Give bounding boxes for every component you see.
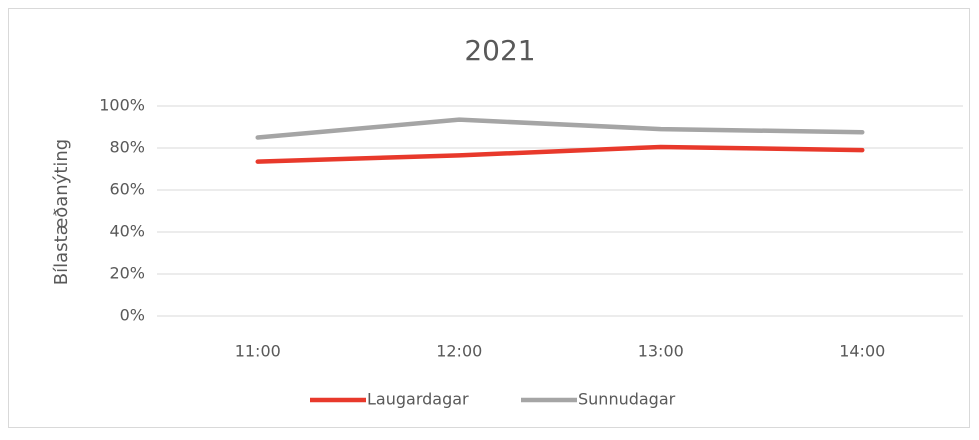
y-tick-label: 40% bbox=[109, 222, 145, 241]
y-tick-label: 80% bbox=[109, 138, 145, 157]
legend-label: Sunnudagar bbox=[578, 390, 676, 409]
y-tick-label: 60% bbox=[109, 180, 145, 199]
x-tick-label: 14:00 bbox=[839, 342, 885, 361]
line-series bbox=[255, 144, 865, 164]
y-axis-label: Bílastæðanýting bbox=[51, 139, 72, 286]
y-tick-label: 20% bbox=[109, 264, 145, 283]
x-tick-label: 12:00 bbox=[436, 342, 482, 361]
chart-border bbox=[8, 8, 970, 428]
legend-label: Laugardagar bbox=[367, 390, 469, 409]
x-tick-label: 13:00 bbox=[638, 342, 684, 361]
y-tick-label: 0% bbox=[120, 306, 145, 325]
y-tick-label: 100% bbox=[99, 96, 145, 115]
chart-title: 2021 bbox=[464, 34, 535, 67]
line-series bbox=[255, 117, 865, 140]
x-tick-label: 11:00 bbox=[235, 342, 281, 361]
